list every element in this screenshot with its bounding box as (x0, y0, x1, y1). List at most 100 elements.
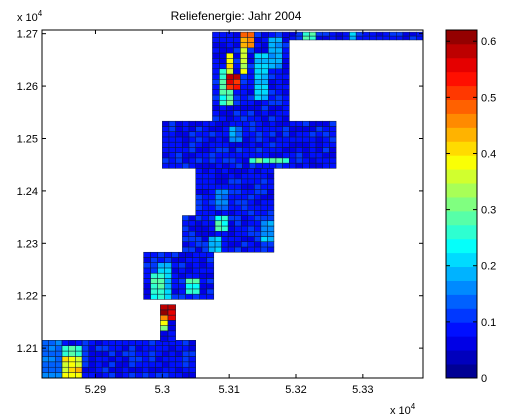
heatmap-cell (329, 162, 337, 169)
heatmap-cell (101, 345, 110, 352)
heatmap-cell (261, 79, 269, 85)
heatmap-cell (178, 278, 186, 284)
heatmap-cell (275, 63, 283, 70)
heatmap-cell (226, 47, 234, 54)
heatmap-cell (228, 136, 237, 143)
heatmap-cell (242, 147, 250, 153)
heatmap-cell (208, 131, 217, 138)
heatmap-cell (268, 47, 276, 54)
heatmap-cell (289, 162, 297, 169)
heatmap-cell (228, 141, 237, 148)
heatmap-cell (208, 220, 216, 227)
heatmap-cell (275, 89, 283, 96)
colorbar-level (446, 127, 477, 142)
heatmap-cell (212, 99, 220, 106)
heatmap-cell (135, 356, 143, 363)
heatmap-cell (322, 157, 330, 164)
heatmap-cell (178, 283, 186, 290)
heatmap-cell (212, 52, 220, 59)
heatmap-cell (201, 246, 209, 253)
heatmap-cell (208, 199, 216, 206)
heatmap-cell (282, 42, 290, 49)
heatmap-cell (226, 73, 234, 80)
heatmap-cell (192, 278, 200, 284)
heatmap-cell (261, 94, 269, 101)
heatmap-cell (234, 168, 242, 174)
heatmap-cells (41, 31, 424, 379)
heatmap-cell (88, 350, 96, 357)
heatmap-cell (206, 272, 215, 279)
heatmap-cell (247, 173, 255, 180)
heatmap-cell (221, 183, 229, 190)
heatmap-cell (240, 246, 249, 253)
heatmap-cell (68, 372, 76, 379)
heatmap-cell (295, 31, 303, 37)
heatmap-cell (282, 147, 290, 153)
heatmap-cell (128, 372, 136, 379)
heatmap-cell (108, 340, 116, 346)
heatmap-cell (61, 366, 69, 373)
heatmap-cell (275, 68, 283, 75)
heatmap-cell (282, 141, 290, 148)
heatmap-cell (254, 79, 262, 85)
heatmap-cell (235, 120, 243, 127)
heatmap-cell (212, 94, 220, 101)
heatmap-cell (164, 278, 172, 284)
heatmap-cell (143, 272, 151, 279)
heatmap-cell (208, 241, 216, 248)
heatmap-cell (248, 152, 257, 159)
heatmap-cell (261, 42, 269, 49)
heatmap-cell (235, 126, 243, 132)
heatmap-cell (162, 152, 170, 159)
heatmap-cell (214, 246, 222, 253)
heatmap-cell (227, 225, 235, 232)
heatmap-cell (233, 47, 241, 54)
heatmap-cell (81, 340, 90, 346)
heatmap-cell (68, 366, 76, 373)
heatmap-cell (228, 189, 236, 195)
heatmap-cell (240, 58, 248, 64)
heatmap-cell (254, 225, 262, 232)
heatmap-cell (247, 210, 255, 216)
heatmap-cell (75, 340, 83, 346)
heatmap-cell (171, 257, 179, 263)
heatmap-cell (227, 236, 235, 242)
heatmap-cell (275, 147, 283, 153)
heatmap-cell (255, 152, 263, 159)
heatmap-cell (254, 173, 262, 180)
heatmap-cell (108, 361, 116, 368)
heatmap-cell (188, 157, 196, 164)
heatmap-cell (242, 120, 250, 127)
heatmap-cell (215, 136, 223, 143)
heatmap-cell (329, 131, 337, 138)
heatmap-cell (267, 246, 275, 253)
colorbar-level (446, 113, 477, 128)
heatmap-cell (115, 372, 123, 379)
heatmap-cell (309, 157, 317, 164)
heatmap-cell (247, 110, 255, 117)
heatmap-cell (369, 31, 377, 37)
heatmap-cell (234, 215, 242, 222)
heatmap-cell (222, 126, 230, 132)
heatmap-cell (160, 330, 169, 337)
heatmap-cell (254, 241, 262, 248)
heatmap-cell (226, 79, 234, 85)
heatmap-cell (282, 84, 290, 91)
heatmap-cell (240, 89, 248, 96)
heatmap-cell (226, 68, 234, 75)
heatmap-cell (128, 356, 136, 363)
heatmap-cell (221, 178, 229, 185)
heatmap-cell (48, 372, 56, 379)
heatmap-cell (215, 173, 223, 180)
heatmap-cell (275, 94, 283, 101)
heatmap-cell (182, 147, 190, 153)
heatmap-cell (275, 47, 283, 54)
heatmap-cell (219, 94, 227, 101)
heatmap-cell (188, 366, 196, 373)
heatmap-cell (335, 35, 344, 41)
heatmap-cell (261, 31, 269, 38)
heatmap-cell (275, 141, 283, 148)
heatmap-cell (143, 257, 151, 263)
heatmap-cell (182, 345, 190, 352)
heatmap-cell (192, 283, 200, 290)
